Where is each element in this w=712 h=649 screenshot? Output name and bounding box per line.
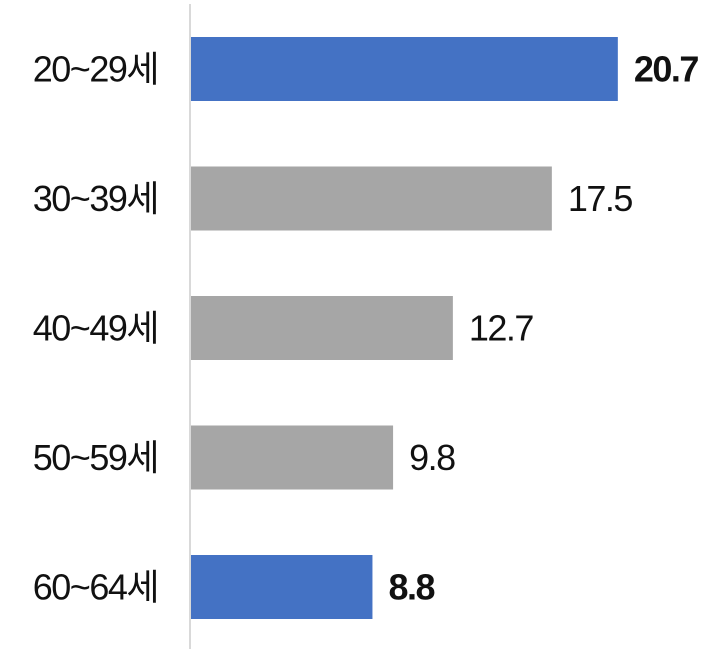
bar-1	[191, 37, 618, 101]
bar-3	[191, 296, 453, 360]
category-label-4: 50~59세	[33, 437, 158, 478]
category-label-3: 40~49세	[33, 308, 158, 349]
value-label-5: 8.8	[388, 567, 434, 608]
bar-2	[191, 166, 552, 231]
category-labels-group: 20~29세 30~39세 40~49세 50~59세 60~64세	[33, 49, 160, 608]
bar-5	[191, 555, 373, 619]
bar-4	[191, 425, 394, 490]
value-label-1: 20.7	[634, 49, 699, 90]
value-labels-group: 20.7 17.5 12.7 9.8 8.8	[388, 49, 699, 608]
category-label-2: 30~39세	[33, 178, 158, 219]
value-label-4: 9.8	[409, 437, 455, 478]
value-label-2: 17.5	[568, 178, 633, 219]
value-label-3: 12.7	[469, 308, 534, 349]
category-label-1: 20~29세	[33, 49, 158, 90]
category-label-5: 60~64세	[33, 567, 158, 608]
bars-group	[191, 37, 618, 619]
